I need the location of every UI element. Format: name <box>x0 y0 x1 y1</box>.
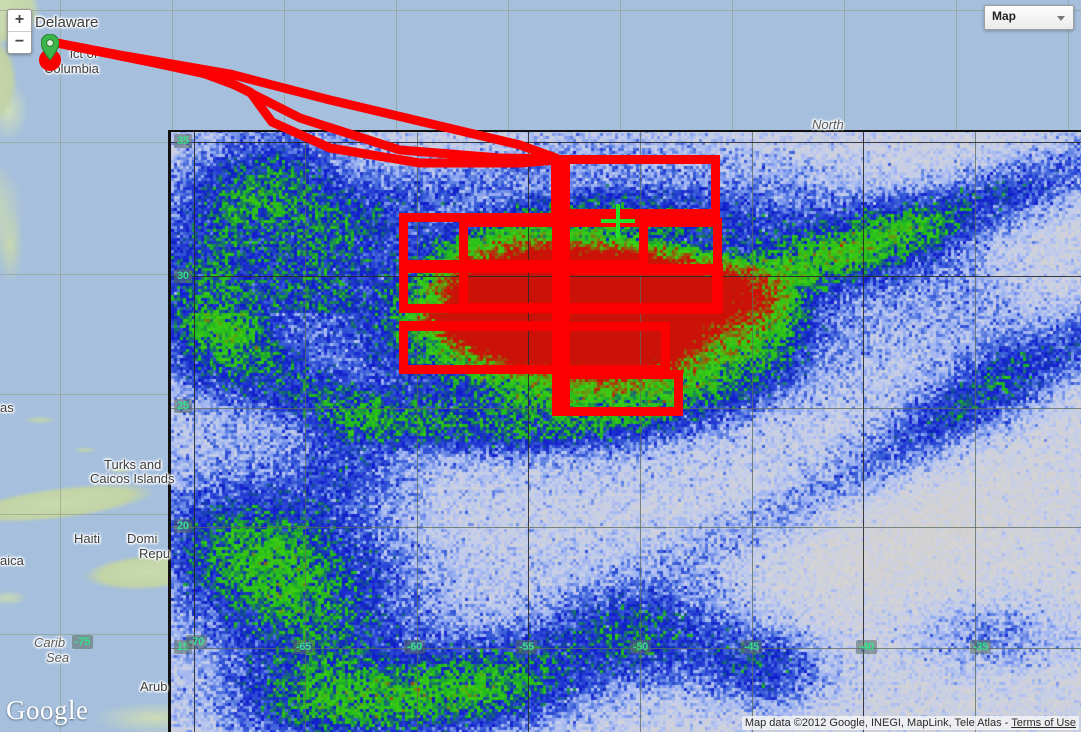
satellite-ir-canvas <box>168 130 1081 732</box>
map-place-label: Arub <box>140 679 168 694</box>
latitude-label: 20 <box>174 519 192 533</box>
zoom-control[interactable]: + − <box>7 9 32 54</box>
landmass-jamaica <box>0 585 40 611</box>
map-place-label: Repu <box>139 546 171 561</box>
graticule-line-horizontal <box>0 10 1081 11</box>
map-place-label: Haiti <box>74 531 101 546</box>
landmass-florida <box>0 150 60 300</box>
map-place-label: Carib <box>34 635 66 650</box>
google-logo: Google <box>6 695 89 725</box>
overlay-gridline-horizontal <box>168 276 1081 277</box>
map-place-label: Caicos Islands <box>90 471 175 486</box>
overlay-gridline-vertical <box>305 130 306 732</box>
overlay-gridline-vertical <box>975 130 976 732</box>
longitude-label: -35 <box>970 640 991 654</box>
overlay-gridline-horizontal <box>168 142 1081 143</box>
map-type-selector[interactable]: Map <box>984 5 1074 30</box>
map-place-label: Delaware <box>35 14 99 31</box>
overlay-gridline-vertical <box>528 130 529 732</box>
map-type-label: Map <box>992 9 1016 23</box>
longitude-label: -60 <box>404 640 425 654</box>
longitude-label: -75 <box>72 635 93 649</box>
chevron-down-icon <box>1057 16 1065 21</box>
latitude-label: 30 <box>174 269 192 283</box>
overlay-gridline-horizontal <box>168 527 1081 528</box>
longitude-label: -70 <box>186 635 207 649</box>
latitude-label: 25 <box>174 399 192 413</box>
zoom-out-button[interactable]: − <box>14 33 25 50</box>
overlay-gridline-horizontal <box>168 408 1081 409</box>
attribution-text: Map data ©2012 Google, INEGI, MapLink, T… <box>744 717 1012 729</box>
zoom-in-button[interactable]: + <box>8 10 31 32</box>
longitude-label: -65 <box>293 640 314 654</box>
longitude-label: -40 <box>856 640 877 654</box>
terms-of-use-link[interactable]: Terms of Use <box>1011 717 1076 729</box>
map-attribution: Map data ©2012 Google, INEGI, MapLink, T… <box>741 716 1079 730</box>
overlay-gridline-vertical <box>640 130 641 732</box>
map-place-label: Columbia <box>44 61 99 76</box>
graticule-line-vertical <box>60 0 61 732</box>
map-place-label: ict of <box>70 46 98 61</box>
longitude-label: -55 <box>516 640 537 654</box>
location-marker-icon[interactable] <box>41 34 59 60</box>
overlay-gridline-vertical <box>194 130 195 732</box>
map-place-label: North <box>812 117 844 132</box>
longitude-label: -50 <box>630 640 651 654</box>
overlay-gridline-horizontal <box>168 648 1081 649</box>
map-place-label: Turks and <box>104 457 162 472</box>
overlay-gridline-vertical <box>417 130 418 732</box>
map-place-label: Sea <box>46 650 70 665</box>
latitude-label: 35 <box>174 134 192 148</box>
map-place-label: Domi <box>127 531 158 546</box>
longitude-label: -45 <box>741 640 762 654</box>
satellite-ir-overlay: 35 30 25 20 15 -70 -65 -60 -55 -50 -45 -40 -35 <box>168 130 1081 732</box>
overlay-gridline-vertical <box>863 130 864 732</box>
map-place-label: aica <box>0 553 24 568</box>
overlay-gridline-vertical <box>752 130 753 732</box>
map-place-label: as <box>0 400 14 415</box>
